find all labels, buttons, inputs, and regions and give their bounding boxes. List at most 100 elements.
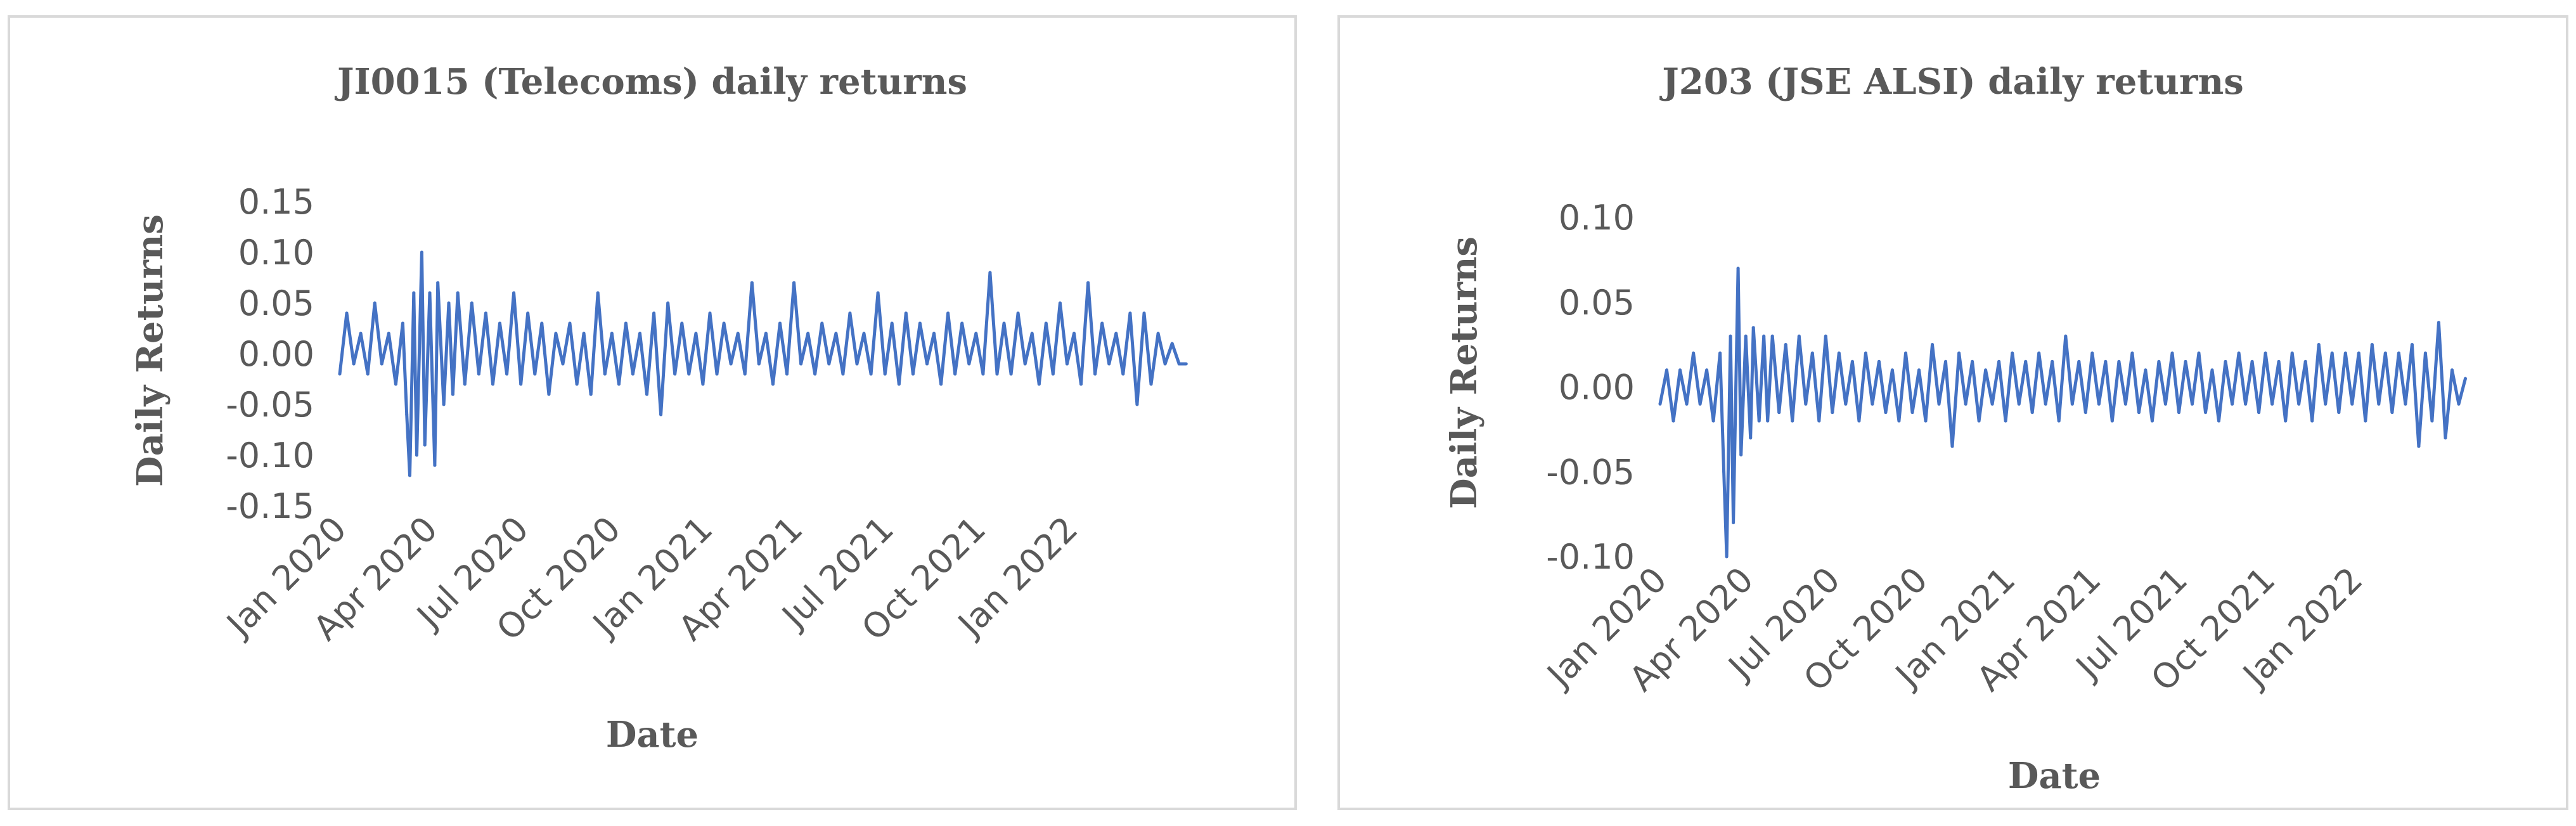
data-point xyxy=(2370,343,2374,347)
data-point xyxy=(1984,368,1988,372)
data-point xyxy=(680,321,684,325)
y-tick-group: 0.15 0.10 0.05 0.00 -0.05 -0.10 -0.15 xyxy=(226,182,314,526)
data-point xyxy=(1002,321,1006,325)
x-axis-title: Date xyxy=(606,714,699,756)
data-point xyxy=(1156,332,1160,335)
data-point xyxy=(960,321,964,325)
data-point xyxy=(451,392,454,396)
data-point xyxy=(447,301,451,305)
data-point xyxy=(2011,351,2014,355)
y-tick-label: -0.10 xyxy=(226,436,314,475)
data-point xyxy=(1692,351,1696,355)
data-point xyxy=(2090,351,2094,355)
data-point xyxy=(785,372,789,376)
data-point xyxy=(2077,359,2081,363)
data-point xyxy=(1711,419,1715,423)
data-point xyxy=(918,321,922,325)
data-point xyxy=(2104,359,2108,363)
data-point xyxy=(2137,411,2141,415)
data-point xyxy=(1890,368,1894,372)
data-point xyxy=(1163,362,1167,366)
data-point xyxy=(2237,351,2241,355)
data-point xyxy=(2377,402,2381,406)
data-point xyxy=(743,372,747,376)
data-point xyxy=(652,311,656,315)
data-point xyxy=(848,311,852,315)
data-point xyxy=(631,372,634,376)
data-point xyxy=(456,291,460,295)
data-point xyxy=(1658,402,1662,406)
data-point xyxy=(408,474,411,477)
data-point xyxy=(1824,334,1827,338)
data-point xyxy=(423,443,427,447)
data-point xyxy=(2123,402,2127,406)
data-point xyxy=(1770,334,1774,338)
y-tick-label: 0.10 xyxy=(238,233,314,273)
data-point xyxy=(939,382,943,386)
data-point xyxy=(1177,362,1181,366)
data-point xyxy=(2310,419,2314,423)
data-point xyxy=(420,250,423,254)
data-point xyxy=(2464,377,2467,380)
data-point xyxy=(1971,359,1974,363)
data-point xyxy=(841,372,845,376)
data-point xyxy=(484,311,487,315)
data-point xyxy=(1924,419,1928,423)
data-point xyxy=(433,463,437,467)
data-point xyxy=(1128,311,1132,315)
data-point xyxy=(855,362,859,366)
data-point xyxy=(1744,334,1748,338)
data-point xyxy=(1777,411,1781,415)
data-point xyxy=(2330,351,2334,355)
data-point xyxy=(792,281,796,285)
data-point xyxy=(436,281,440,285)
data-point xyxy=(2437,321,2440,325)
data-point xyxy=(2343,351,2347,355)
data-point xyxy=(2070,402,2074,406)
data-point xyxy=(463,382,467,386)
data-point xyxy=(932,332,936,335)
data-point xyxy=(1844,402,1848,406)
chart-telecoms-svg: JI0015 (Telecoms) daily returns Date Dai… xyxy=(129,61,1188,756)
data-point xyxy=(1997,359,2001,363)
data-point xyxy=(2064,334,2068,338)
data-point xyxy=(1804,402,1808,406)
data-point xyxy=(1107,362,1111,366)
data-point xyxy=(2130,351,2134,355)
data-point xyxy=(1964,402,1967,406)
data-point xyxy=(540,321,544,325)
data-point xyxy=(2231,402,2234,406)
data-point xyxy=(2244,402,2248,406)
data-point xyxy=(2191,402,2194,406)
data-point xyxy=(1944,359,1947,363)
data-point xyxy=(1864,351,1867,355)
data-point xyxy=(2397,351,2400,355)
data-point xyxy=(589,392,593,396)
data-point xyxy=(1135,403,1139,406)
data-point xyxy=(827,362,831,366)
data-point xyxy=(1977,419,1981,423)
data-point xyxy=(610,332,614,335)
data-point xyxy=(2217,419,2220,423)
data-point xyxy=(820,321,824,325)
chart-title: J203 (JSE ALSI) daily returns xyxy=(1659,61,2243,103)
data-point xyxy=(2457,402,2461,406)
data-point xyxy=(1751,326,1755,330)
data-point xyxy=(533,372,537,376)
data-point xyxy=(2250,359,2254,363)
data-point xyxy=(659,413,663,416)
data-point xyxy=(1058,301,1062,305)
y-tick-group: 0.10 0.05 0.00 -0.05 -0.10 xyxy=(1546,198,1635,577)
data-point xyxy=(547,392,551,396)
data-point xyxy=(1736,266,1740,270)
data-point xyxy=(897,382,901,386)
data-point xyxy=(869,372,873,376)
data-point xyxy=(2037,351,2041,355)
data-point xyxy=(806,332,810,335)
chart-title: JI0015 (Telecoms) daily returns xyxy=(334,61,967,103)
data-point xyxy=(2383,351,2387,355)
data-point xyxy=(1990,402,1994,406)
data-point xyxy=(2197,351,2201,355)
data-point xyxy=(1850,359,1854,363)
data-point xyxy=(1016,311,1020,315)
